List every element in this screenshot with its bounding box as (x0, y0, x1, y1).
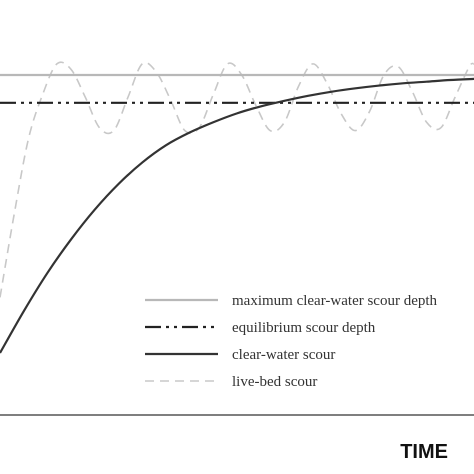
series-line-clear-water-scour (0, 77, 474, 354)
series-layer (0, 61, 474, 354)
legend-label-maximum-clear-water-scour-depth: maximum clear-water scour depth (232, 293, 438, 309)
series-line-live-bed-scour (0, 61, 474, 298)
legend-label-live-bed-scour: live-bed scour (232, 374, 317, 390)
legend-label-equilibrium-scour-depth: equilibrium scour depth (232, 320, 376, 336)
x-axis-title: TIME (400, 441, 448, 463)
legend: maximum clear-water scour depth equilibri… (145, 293, 438, 390)
legend-label-clear-water-scour: clear-water scour (232, 347, 335, 363)
